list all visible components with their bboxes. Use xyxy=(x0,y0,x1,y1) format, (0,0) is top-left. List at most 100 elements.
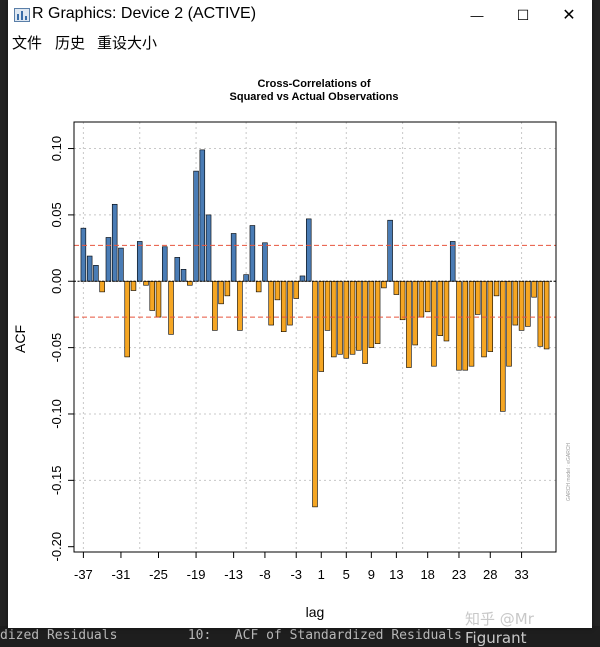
ccf-bar xyxy=(287,280,293,326)
ccf-bar xyxy=(111,203,118,282)
x-tick-label: -31 xyxy=(112,567,131,582)
ccf-bar xyxy=(537,280,544,347)
watermark: 知乎 @Mr Figurant xyxy=(465,610,534,647)
ccf-bar xyxy=(374,280,381,344)
ccf-bar xyxy=(468,280,475,367)
chart-title-line-2: Squared vs Actual Observations xyxy=(230,91,399,103)
window-title: R Graphics: Device 2 (ACTIVE) xyxy=(32,5,257,22)
ccf-bar xyxy=(543,280,550,350)
ccf-bar xyxy=(243,274,249,282)
ccf-bar xyxy=(387,219,393,282)
ccf-bar xyxy=(424,280,431,313)
maximize-button[interactable]: ☐ xyxy=(500,0,546,30)
side-note: GARCH model : eGARCH xyxy=(566,443,572,501)
ccf-bar xyxy=(331,280,337,358)
menu-resize[interactable]: 重设大小 xyxy=(97,34,158,52)
ccf-bar xyxy=(418,280,425,318)
minimize-button[interactable]: — xyxy=(454,0,500,30)
console-text: dized Residuals 10: ACF of Standardized … xyxy=(0,626,600,646)
ccf-bar xyxy=(449,241,456,282)
ccf-bar xyxy=(456,280,462,371)
ccf-bar xyxy=(174,257,181,282)
x-tick-label: -19 xyxy=(187,567,206,582)
ccf-bar xyxy=(162,246,168,282)
x-tick-label: 23 xyxy=(452,567,466,582)
ccf-bar xyxy=(193,170,199,282)
plot-frame xyxy=(73,121,557,553)
menu-file[interactable]: 文件 xyxy=(12,34,43,52)
ccf-bar xyxy=(262,242,268,282)
close-icon: ✕ xyxy=(562,7,576,24)
x-tick-label: -37 xyxy=(74,567,93,582)
ccf-bar xyxy=(406,280,412,368)
x-tick-label: -25 xyxy=(149,567,168,582)
menu-bar: 文件 历史 重设大小 xyxy=(8,30,592,54)
ccf-bar xyxy=(149,280,155,311)
ccf-bar xyxy=(318,280,325,372)
plot-area: Cross-Correlations of Squared vs Actual … xyxy=(8,54,592,628)
ccf-bar xyxy=(299,275,306,282)
x-tick-label: 13 xyxy=(389,567,403,582)
chart-title-line-1: Cross-Correlations of xyxy=(257,78,370,90)
ccf-bar xyxy=(93,265,99,282)
ccf-bar xyxy=(199,149,206,282)
ccf-bar xyxy=(312,280,318,508)
minimize-icon: — xyxy=(470,7,484,23)
ccf-bar xyxy=(218,280,224,305)
ccf-bar xyxy=(143,280,149,286)
ccf-bar xyxy=(487,280,494,352)
ccf-bar xyxy=(124,280,130,358)
ccf-bar xyxy=(187,280,193,286)
maximize-icon: ☐ xyxy=(516,6,530,23)
ccf-bar xyxy=(280,280,287,332)
y-tick-label: -0.15 xyxy=(49,466,64,496)
ccf-bar xyxy=(362,280,368,364)
ccf-bar xyxy=(237,280,243,331)
ccf-bar xyxy=(481,280,487,358)
ccf-bar xyxy=(349,280,356,355)
close-button[interactable]: ✕ xyxy=(546,0,592,30)
y-tick-label: -0.10 xyxy=(49,399,64,429)
ccf-bar xyxy=(130,280,137,291)
ccf-bar xyxy=(293,280,299,299)
ccf-bar xyxy=(205,214,212,282)
ccf-bar xyxy=(118,247,124,282)
ccf-bar xyxy=(212,280,218,331)
ccf-bar xyxy=(155,280,162,318)
ccf-bar xyxy=(500,280,506,412)
y-tick-label: 0.00 xyxy=(49,269,64,294)
ccf-bar xyxy=(381,280,387,289)
x-tick-label: 18 xyxy=(420,567,434,582)
ccf-bar xyxy=(249,225,256,282)
y-axis-label: ACF xyxy=(12,325,28,353)
ccf-bar xyxy=(168,280,174,335)
y-tick-label: -0.05 xyxy=(49,333,64,363)
ccf-bar xyxy=(105,237,112,282)
ccf-bar xyxy=(462,280,468,371)
ccf-bar xyxy=(431,280,437,367)
ccf-bar xyxy=(99,280,105,293)
ccf-bar xyxy=(356,280,362,351)
ccf-bar xyxy=(399,280,406,321)
x-tick-label: 9 xyxy=(368,567,375,582)
ccf-bar xyxy=(512,280,519,326)
ccf-bar xyxy=(230,233,237,282)
ccf-bar xyxy=(368,280,375,348)
x-tick-label: -3 xyxy=(290,567,302,582)
graphics-window: R Graphics: Device 2 (ACTIVE) — ☐ ✕ 文件 历… xyxy=(8,0,592,628)
ccf-bar xyxy=(531,280,537,298)
x-axis-label: lag xyxy=(306,604,325,620)
x-tick-label: 28 xyxy=(483,567,497,582)
ccf-bar xyxy=(268,280,274,326)
r-graphics-icon xyxy=(14,8,30,22)
x-tick-label: 1 xyxy=(318,567,325,582)
ccf-bar xyxy=(518,280,525,331)
ccf-bar xyxy=(443,280,450,342)
ccf-bar xyxy=(136,241,143,282)
ccf-bar xyxy=(80,227,87,282)
ccf-bar xyxy=(437,280,443,336)
title-bar[interactable]: R Graphics: Device 2 (ACTIVE) — ☐ ✕ xyxy=(8,0,592,30)
ccf-bar xyxy=(274,280,281,301)
menu-history[interactable]: 历史 xyxy=(55,34,86,52)
ccf-bar xyxy=(86,255,93,282)
